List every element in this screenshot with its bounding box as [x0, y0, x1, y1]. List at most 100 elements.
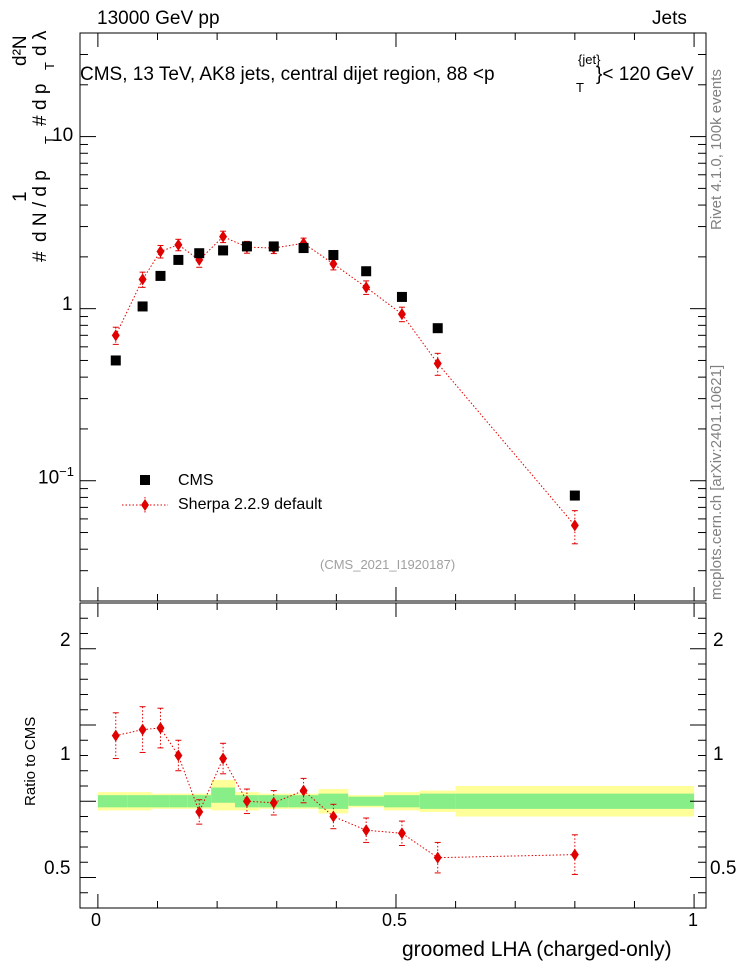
- mcplots-label: mcplots.cern.ch [arXiv:2401.10621]: [708, 364, 725, 600]
- ylabel-frac2-sub: T: [42, 62, 57, 70]
- ylabel-hash2: #: [30, 115, 51, 126]
- sherpa-main-point-11: [397, 308, 406, 321]
- sherpa-ratio-point-5: [219, 752, 228, 765]
- x-tick-label-0: 0: [91, 910, 102, 930]
- stat-uncertainty-band-3: [169, 795, 188, 808]
- series-lines: [115, 236, 576, 859]
- ratio-ylabel: Ratio to CMS: [22, 716, 39, 806]
- sherpa-ratio-point-6: [242, 795, 251, 808]
- sherpa-ratio-point-8: [299, 784, 308, 797]
- cms-data-point-11: [396, 291, 407, 302]
- stat-uncertainty-band-2: [151, 795, 170, 808]
- ratio-frame-border: [79, 602, 707, 909]
- series-markers: [110, 230, 580, 864]
- rivet-label: Rivet 4.1.0, 100k events: [708, 69, 725, 230]
- cms-data-point-1: [137, 301, 148, 312]
- legend-marker-cms: [140, 475, 150, 485]
- title-sub: T: [576, 80, 584, 95]
- sherpa-ratio-point-0: [111, 729, 120, 742]
- chart-title: CMS, 13 TeV, AK8 jets, central dijet reg…: [80, 52, 700, 102]
- sherpa-main-point-12: [433, 357, 442, 370]
- process-label: Jets: [652, 8, 687, 29]
- main-frame-border: [79, 32, 707, 602]
- sherpa-main-point-3: [174, 238, 183, 251]
- stat-uncertainty-band-11: [384, 795, 420, 808]
- main-ytick-label-10: 10: [52, 125, 74, 146]
- ratio-ytick-label-1-right: 1: [713, 744, 724, 765]
- series-error-bars: [112, 230, 578, 875]
- legend-marker-sherpa: [141, 499, 149, 511]
- cms-data-point-8: [298, 243, 309, 254]
- sherpa-main-point-10: [362, 281, 371, 294]
- ratio-ytick-label-0.5-right: 0.5: [710, 858, 737, 879]
- ylabel-hash: #: [30, 251, 51, 262]
- legend-label-sherpa: Sherpa 2.2.9 default: [178, 496, 323, 513]
- ratio-panel-frame: [79, 602, 707, 909]
- analysis-tag: (CMS_2021_I1920187): [320, 557, 456, 572]
- sherpa-main-point-0: [111, 329, 120, 342]
- cms-data-point-4: [194, 248, 205, 259]
- x-axis-label: groomed LHA (charged-only): [402, 938, 672, 961]
- sherpa-ratio-point-3: [174, 749, 183, 762]
- cms-data-point-7: [268, 241, 279, 252]
- cms-data-point-5: [218, 245, 229, 256]
- ratio-uncertainty-bands: [97, 779, 695, 817]
- axis-ticks: [80, 32, 706, 909]
- sherpa-ratio-point-4: [195, 805, 204, 818]
- x-tick-label-1: 1: [688, 910, 699, 930]
- stat-uncertainty-band-8: [288, 795, 319, 808]
- title-prefix: CMS, 13 TeV, AK8 jets, central dijet reg…: [80, 64, 495, 85]
- ylabel-frac2-tail: d λ: [30, 30, 51, 56]
- title-sup: {jet}: [578, 52, 601, 67]
- ratio-ytick-label-0.5: 0.5: [44, 858, 71, 879]
- stat-uncertainty-band-1: [127, 795, 152, 808]
- sherpa-ratio-point-7: [269, 796, 278, 809]
- cms-data-point-12: [432, 323, 443, 334]
- sherpa-ratio-point-13: [570, 848, 579, 861]
- main-ytick-1e-1-base: 10: [38, 467, 60, 489]
- cms-data-point-10: [361, 266, 372, 277]
- ratio-ytick-label-1: 1: [60, 744, 71, 765]
- cms-data-point-13: [569, 490, 580, 501]
- sherpa-ratio-point-2: [156, 722, 165, 735]
- cms-data-point-3: [173, 254, 184, 265]
- sherpa-main-point-5: [219, 230, 228, 243]
- legend-label-cms: CMS: [178, 472, 214, 489]
- cms-data-point-2: [155, 270, 166, 281]
- title-suffix: }< 120 GeV: [596, 64, 694, 85]
- ylabel-frac1-num: 1: [10, 191, 31, 202]
- ylabel-frac2-num: d²N: [10, 35, 31, 66]
- sherpa-main-point-13: [570, 519, 579, 532]
- stat-uncertainty-band-13: [455, 793, 695, 809]
- sherpa-ratio-point-11: [397, 827, 406, 840]
- sherpa-ratio-point-9: [329, 810, 338, 823]
- stat-uncertainty-band-0: [97, 795, 128, 808]
- main-panel-frame: [79, 32, 707, 602]
- energy-label: 13000 GeV pp: [97, 8, 220, 29]
- sherpa-main-point-2: [156, 245, 165, 258]
- cms-data-point-0: [110, 355, 121, 366]
- stat-uncertainty-band-4: [187, 795, 212, 808]
- cms-data-point-9: [328, 250, 339, 261]
- sherpa-ratio-line: [115, 727, 575, 859]
- cms-data-point-6: [241, 241, 252, 252]
- legend-markers: [122, 475, 168, 513]
- stat-uncertainty-band-5: [211, 787, 236, 803]
- sherpa-ratio-point-12: [433, 851, 442, 864]
- stat-uncertainty-band-10: [348, 796, 385, 806]
- sherpa-main-point-9: [329, 257, 338, 270]
- main-ytick-label-1e-1: 10−1: [38, 464, 74, 489]
- sherpa-ratio-point-1: [138, 723, 147, 736]
- main-ytick-label-1: 1: [62, 294, 73, 315]
- main-ytick-1e-1-exp: −1: [59, 464, 74, 479]
- sherpa-ratio-point-10: [362, 824, 371, 837]
- ratio-ytick-label-2: 2: [60, 630, 71, 651]
- stat-uncertainty-band-9: [318, 793, 349, 809]
- x-tick-label-0.5: 0.5: [382, 910, 408, 930]
- ylabel-frac2-den: d p: [30, 83, 51, 110]
- ylabel-frac1-den: d N / d p: [30, 170, 51, 242]
- stat-uncertainty-band-12: [419, 793, 456, 809]
- sherpa-main-point-1: [138, 273, 147, 286]
- ratio-ytick-label-2-right: 2: [713, 630, 724, 651]
